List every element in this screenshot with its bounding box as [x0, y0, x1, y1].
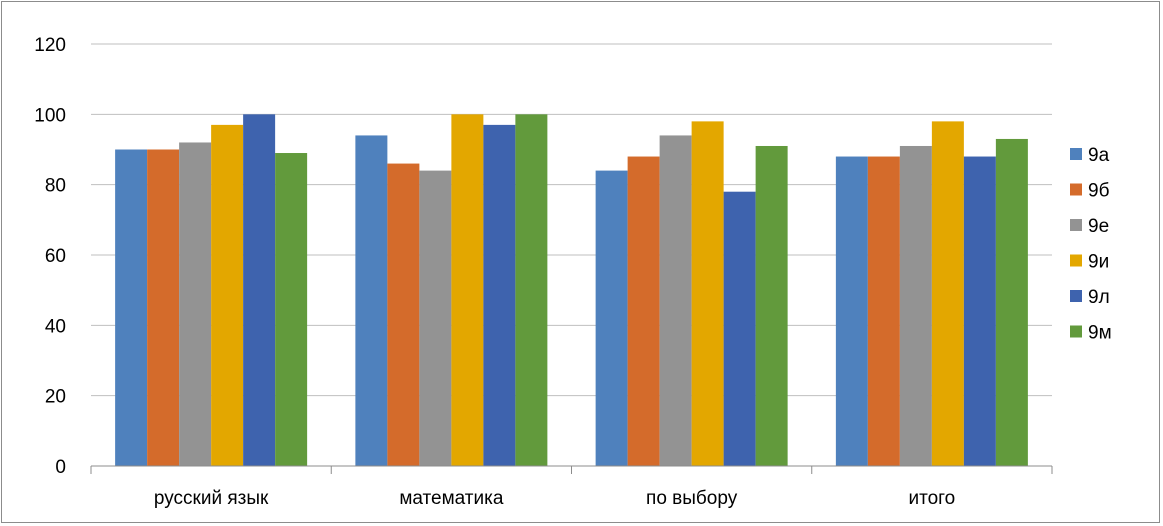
category-labels: русский язык математика по выбору итого: [154, 488, 955, 509]
legend-swatch-9е: [1070, 219, 1082, 231]
legend-label: 9а: [1088, 145, 1110, 166]
bar-9б-2: [627, 156, 660, 467]
bar-9м-3: [995, 138, 1028, 466]
category-label: итого: [909, 488, 956, 509]
bar-9и-0: [211, 124, 244, 466]
legend-swatch-9м: [1070, 325, 1082, 338]
bars: [115, 114, 1028, 467]
bar-9а-1: [355, 135, 388, 466]
legend-swatch-9л: [1070, 290, 1082, 302]
bar-9е-3: [899, 145, 932, 466]
bar-9е-1: [419, 170, 452, 466]
y-tick-label: 20: [45, 387, 66, 408]
bar-9е-0: [179, 142, 212, 466]
y-tick-label: 40: [45, 316, 66, 337]
legend-label: 9м: [1088, 323, 1112, 344]
bar-9м-1: [515, 114, 548, 466]
y-tick-label: 0: [55, 457, 66, 478]
legend-label: 9и: [1088, 252, 1109, 273]
legend-label: 9е: [1088, 216, 1109, 237]
bar-9л-2: [723, 191, 756, 466]
legend-label: 9л: [1088, 287, 1110, 308]
bar-9л-0: [243, 114, 276, 466]
legend: 9а 9б 9е 9и 9л 9м: [1070, 145, 1112, 344]
legend-swatch-9а: [1070, 148, 1082, 160]
bar-9е-2: [659, 135, 692, 466]
y-tick-label: 100: [34, 105, 66, 126]
x-axis: [90, 465, 1053, 474]
bar-9а-2: [595, 170, 628, 466]
bar-9м-0: [275, 153, 308, 466]
bar-9л-1: [483, 124, 516, 466]
bar-9а-0: [115, 149, 148, 466]
bar-9а-3: [835, 156, 868, 467]
bar-9б-1: [387, 163, 420, 467]
bar-9л-3: [963, 156, 996, 467]
y-tick-label: 80: [45, 176, 66, 197]
bar-9б-0: [147, 149, 180, 466]
category-label: математика: [399, 488, 504, 509]
y-tick-label: 120: [34, 35, 66, 56]
bar-9и-3: [931, 121, 964, 466]
y-axis-ticks: 0 20 40 60 80 100 120: [34, 35, 66, 478]
y-tick-label: 60: [45, 246, 66, 267]
bar-9и-1: [451, 114, 484, 466]
bar-9м-2: [755, 145, 788, 466]
bar-9и-2: [691, 121, 724, 466]
legend-swatch-9б: [1070, 183, 1082, 196]
category-label: по выбору: [646, 488, 738, 509]
legend-swatch-9и: [1070, 254, 1082, 267]
bar-9б-3: [867, 156, 900, 467]
category-label: русский язык: [154, 488, 269, 509]
legend-label: 9б: [1088, 181, 1110, 202]
